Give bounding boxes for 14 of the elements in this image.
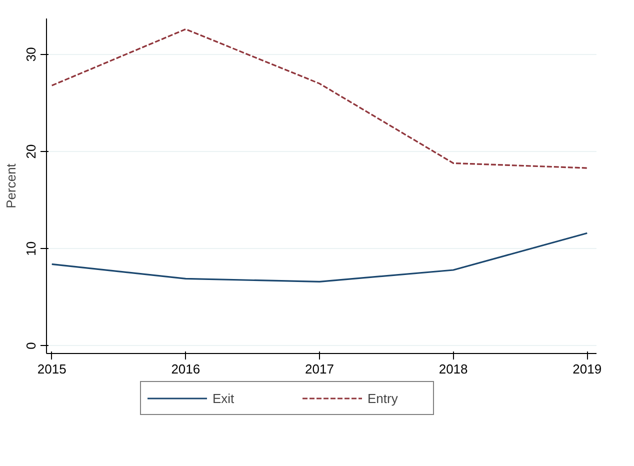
x-tick-label: 2018 <box>438 362 468 376</box>
y-tick-label: 10 <box>24 241 38 256</box>
y-tick-label: 0 <box>24 342 38 350</box>
x-tick-label: 2017 <box>305 362 334 376</box>
legend-label: Exit <box>212 390 236 406</box>
line-series <box>51 28 588 169</box>
line-series <box>51 232 588 282</box>
legend-label: Entry <box>367 390 399 406</box>
y-tick-label: 30 <box>24 47 38 62</box>
y-tick-label: 20 <box>24 144 38 159</box>
x-tick-label: 2016 <box>171 362 200 376</box>
x-tick-label: 2015 <box>37 362 66 376</box>
y-axis-title: Percent <box>4 163 18 208</box>
x-tick-label: 2019 <box>572 362 602 376</box>
